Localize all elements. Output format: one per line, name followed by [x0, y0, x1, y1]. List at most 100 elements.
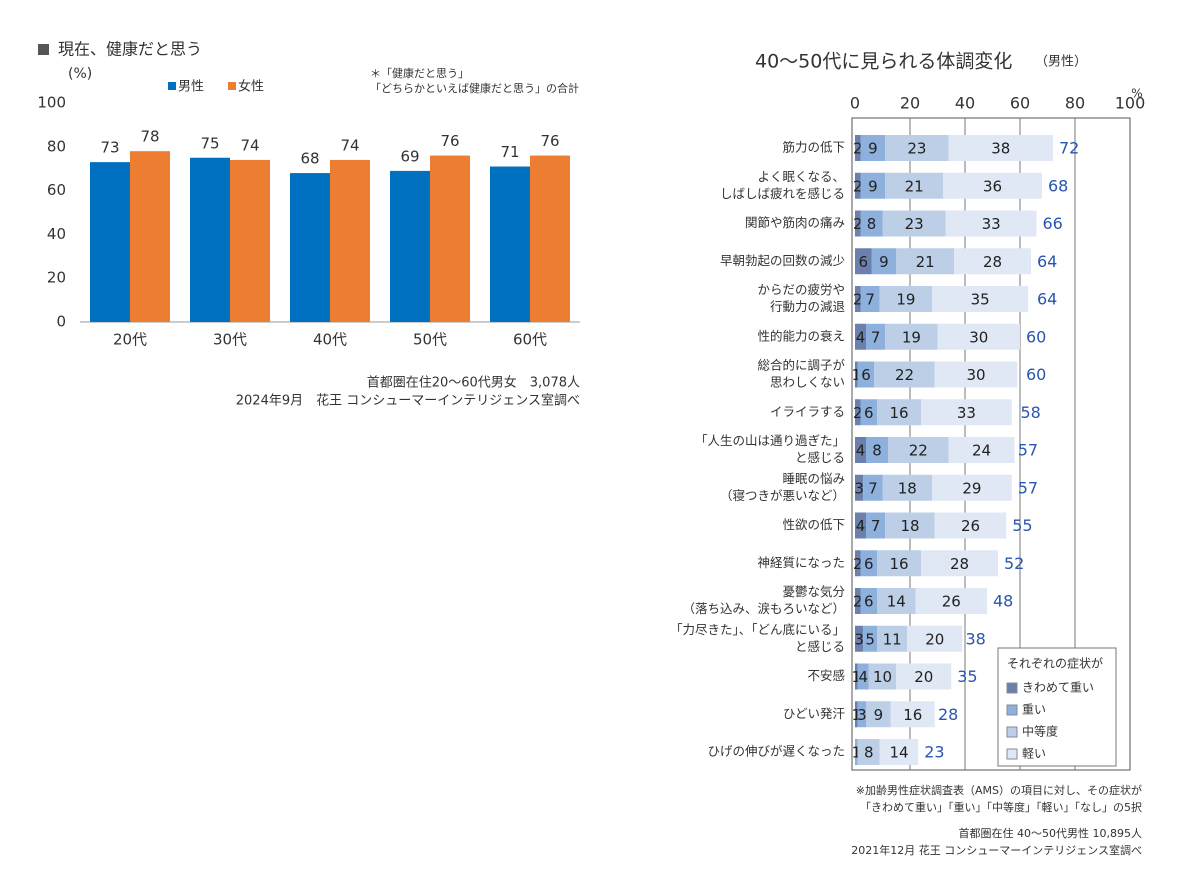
y-tick-label: 80 — [47, 137, 66, 155]
total-label: 55 — [1012, 516, 1032, 535]
segment-label: 9 — [868, 140, 878, 158]
bar-segment — [855, 361, 858, 388]
segment-label: 38 — [991, 140, 1010, 158]
bar-segment — [915, 588, 987, 614]
segment-label: 22 — [909, 442, 928, 460]
segment-label: 3 — [857, 706, 867, 724]
legend-swatch — [1006, 726, 1018, 738]
bar-segment — [943, 172, 1042, 199]
segment-label: 3 — [854, 630, 864, 648]
legend-swatch — [1006, 748, 1018, 760]
y-tick-label: 「力尽きた」、「どん底にいる」 — [670, 622, 845, 637]
source: 首都圏在住20～60代男女 3,078人 — [367, 375, 580, 391]
note: ※加齢男性症状調査表（AMS）の項目に対し、その症状が — [856, 783, 1142, 797]
bar-segment — [882, 474, 932, 501]
segment-label: 28 — [983, 253, 1002, 271]
bar-segment — [866, 323, 886, 350]
y-tick-label: イライラする — [770, 404, 845, 419]
bar-segment — [857, 701, 866, 728]
segment-label: 30 — [969, 328, 988, 346]
total-label: 52 — [1004, 554, 1024, 573]
y-tick-label: （落ち込み、涙もろいなど） — [682, 601, 845, 616]
total-label: 58 — [1021, 403, 1041, 422]
x-tick-label: 60代 — [513, 331, 547, 349]
bar — [390, 170, 430, 322]
x-tick-label: 40 — [955, 94, 975, 113]
source: 首都圏在住 40～50代男性 10,895人 — [959, 826, 1142, 840]
note: ＊「健康だと思う」 — [370, 66, 469, 80]
segment-label: 28 — [950, 555, 969, 573]
segment-label: 16 — [889, 404, 908, 422]
segment-label: 1 — [852, 366, 862, 384]
legend-swatch — [168, 82, 176, 90]
bar-segment — [855, 135, 861, 161]
bar — [130, 151, 170, 322]
source: 2024年9月 花王 コンシューマーインテリジェンス室調べ — [236, 393, 580, 409]
segment-label: 10 — [873, 668, 892, 686]
segment-label: 7 — [868, 479, 878, 497]
segment-label: 30 — [966, 366, 985, 384]
source: 2021年12月 花王 コンシューマーインテリジェンス室調べ — [851, 843, 1142, 857]
x-tick-label: 40代 — [313, 331, 347, 349]
segment-label: 3 — [854, 479, 864, 497]
bar-segment — [877, 550, 921, 577]
legend-label: 男性 — [178, 80, 204, 95]
bar-segment — [866, 437, 888, 463]
segment-label: 26 — [961, 517, 980, 535]
segment-label: 8 — [872, 442, 882, 460]
legend-swatch — [1006, 704, 1018, 716]
segment-label: 20 — [925, 630, 944, 648]
bar-segment — [855, 323, 866, 350]
y-tick-label: 0 — [56, 313, 66, 331]
value-label: 76 — [440, 132, 459, 150]
bar-segment — [948, 135, 1053, 161]
chart-title: 40～50代に見られる体調変化 — [755, 51, 1012, 73]
bar-segment — [863, 474, 883, 501]
total-label: 57 — [1018, 441, 1038, 460]
y-tick-label: 早朝勃起の回数の減少 — [720, 253, 845, 268]
y-tick-label: 40 — [47, 225, 66, 243]
bar-segment — [921, 399, 1012, 426]
segment-label: 20 — [914, 668, 933, 686]
x-tick-label: 80 — [1065, 94, 1085, 113]
segment-label: 16 — [889, 555, 908, 573]
legend-box — [997, 647, 1117, 767]
bar — [90, 162, 130, 322]
bar-segment — [855, 701, 858, 728]
y-tick-label: 100 — [37, 94, 66, 112]
total-label: 64 — [1037, 252, 1057, 271]
total-label: 66 — [1043, 214, 1063, 233]
y-tick-label: （寝つきが悪いなど） — [720, 488, 845, 503]
bar-segment — [855, 286, 861, 312]
bar-segment — [932, 286, 1029, 312]
total-label: 23 — [924, 743, 944, 762]
segment-label: 8 — [867, 215, 877, 233]
y-tick-label: 関節や筋肉の痛み — [745, 215, 845, 230]
segment-label: 6 — [864, 404, 874, 422]
bar-segment — [954, 248, 1031, 275]
segment-label: 6 — [858, 253, 868, 271]
segment-label: 4 — [856, 517, 866, 535]
y-tick-label: ひげの伸びが遅くなった — [707, 744, 845, 759]
y-tick-label: 20 — [47, 269, 66, 287]
y-tick-label: 筋力の低下 — [782, 140, 845, 155]
y-tick-label: 憂鬱な気分 — [782, 584, 845, 599]
bar-segment — [871, 248, 897, 275]
bar-segment — [896, 663, 952, 690]
x-tick-label: 30代 — [213, 331, 247, 349]
x-tick-label: 100 — [1115, 94, 1146, 113]
bar-segment — [890, 701, 935, 728]
bar-segment — [866, 701, 891, 728]
bar-segment — [866, 512, 886, 539]
segment-label: 2 — [853, 140, 863, 158]
bar-segment — [855, 437, 866, 463]
segment-label: 18 — [900, 517, 919, 535]
y-tick-label: ひどい発汗 — [783, 706, 845, 721]
bar-segment — [945, 210, 1037, 237]
bar-segment — [874, 361, 935, 388]
y-tick-label: 不安感 — [807, 668, 845, 683]
bar-segment — [857, 361, 875, 388]
bar-segment — [860, 588, 877, 614]
y-tick-label: 性欲の低下 — [782, 517, 845, 532]
